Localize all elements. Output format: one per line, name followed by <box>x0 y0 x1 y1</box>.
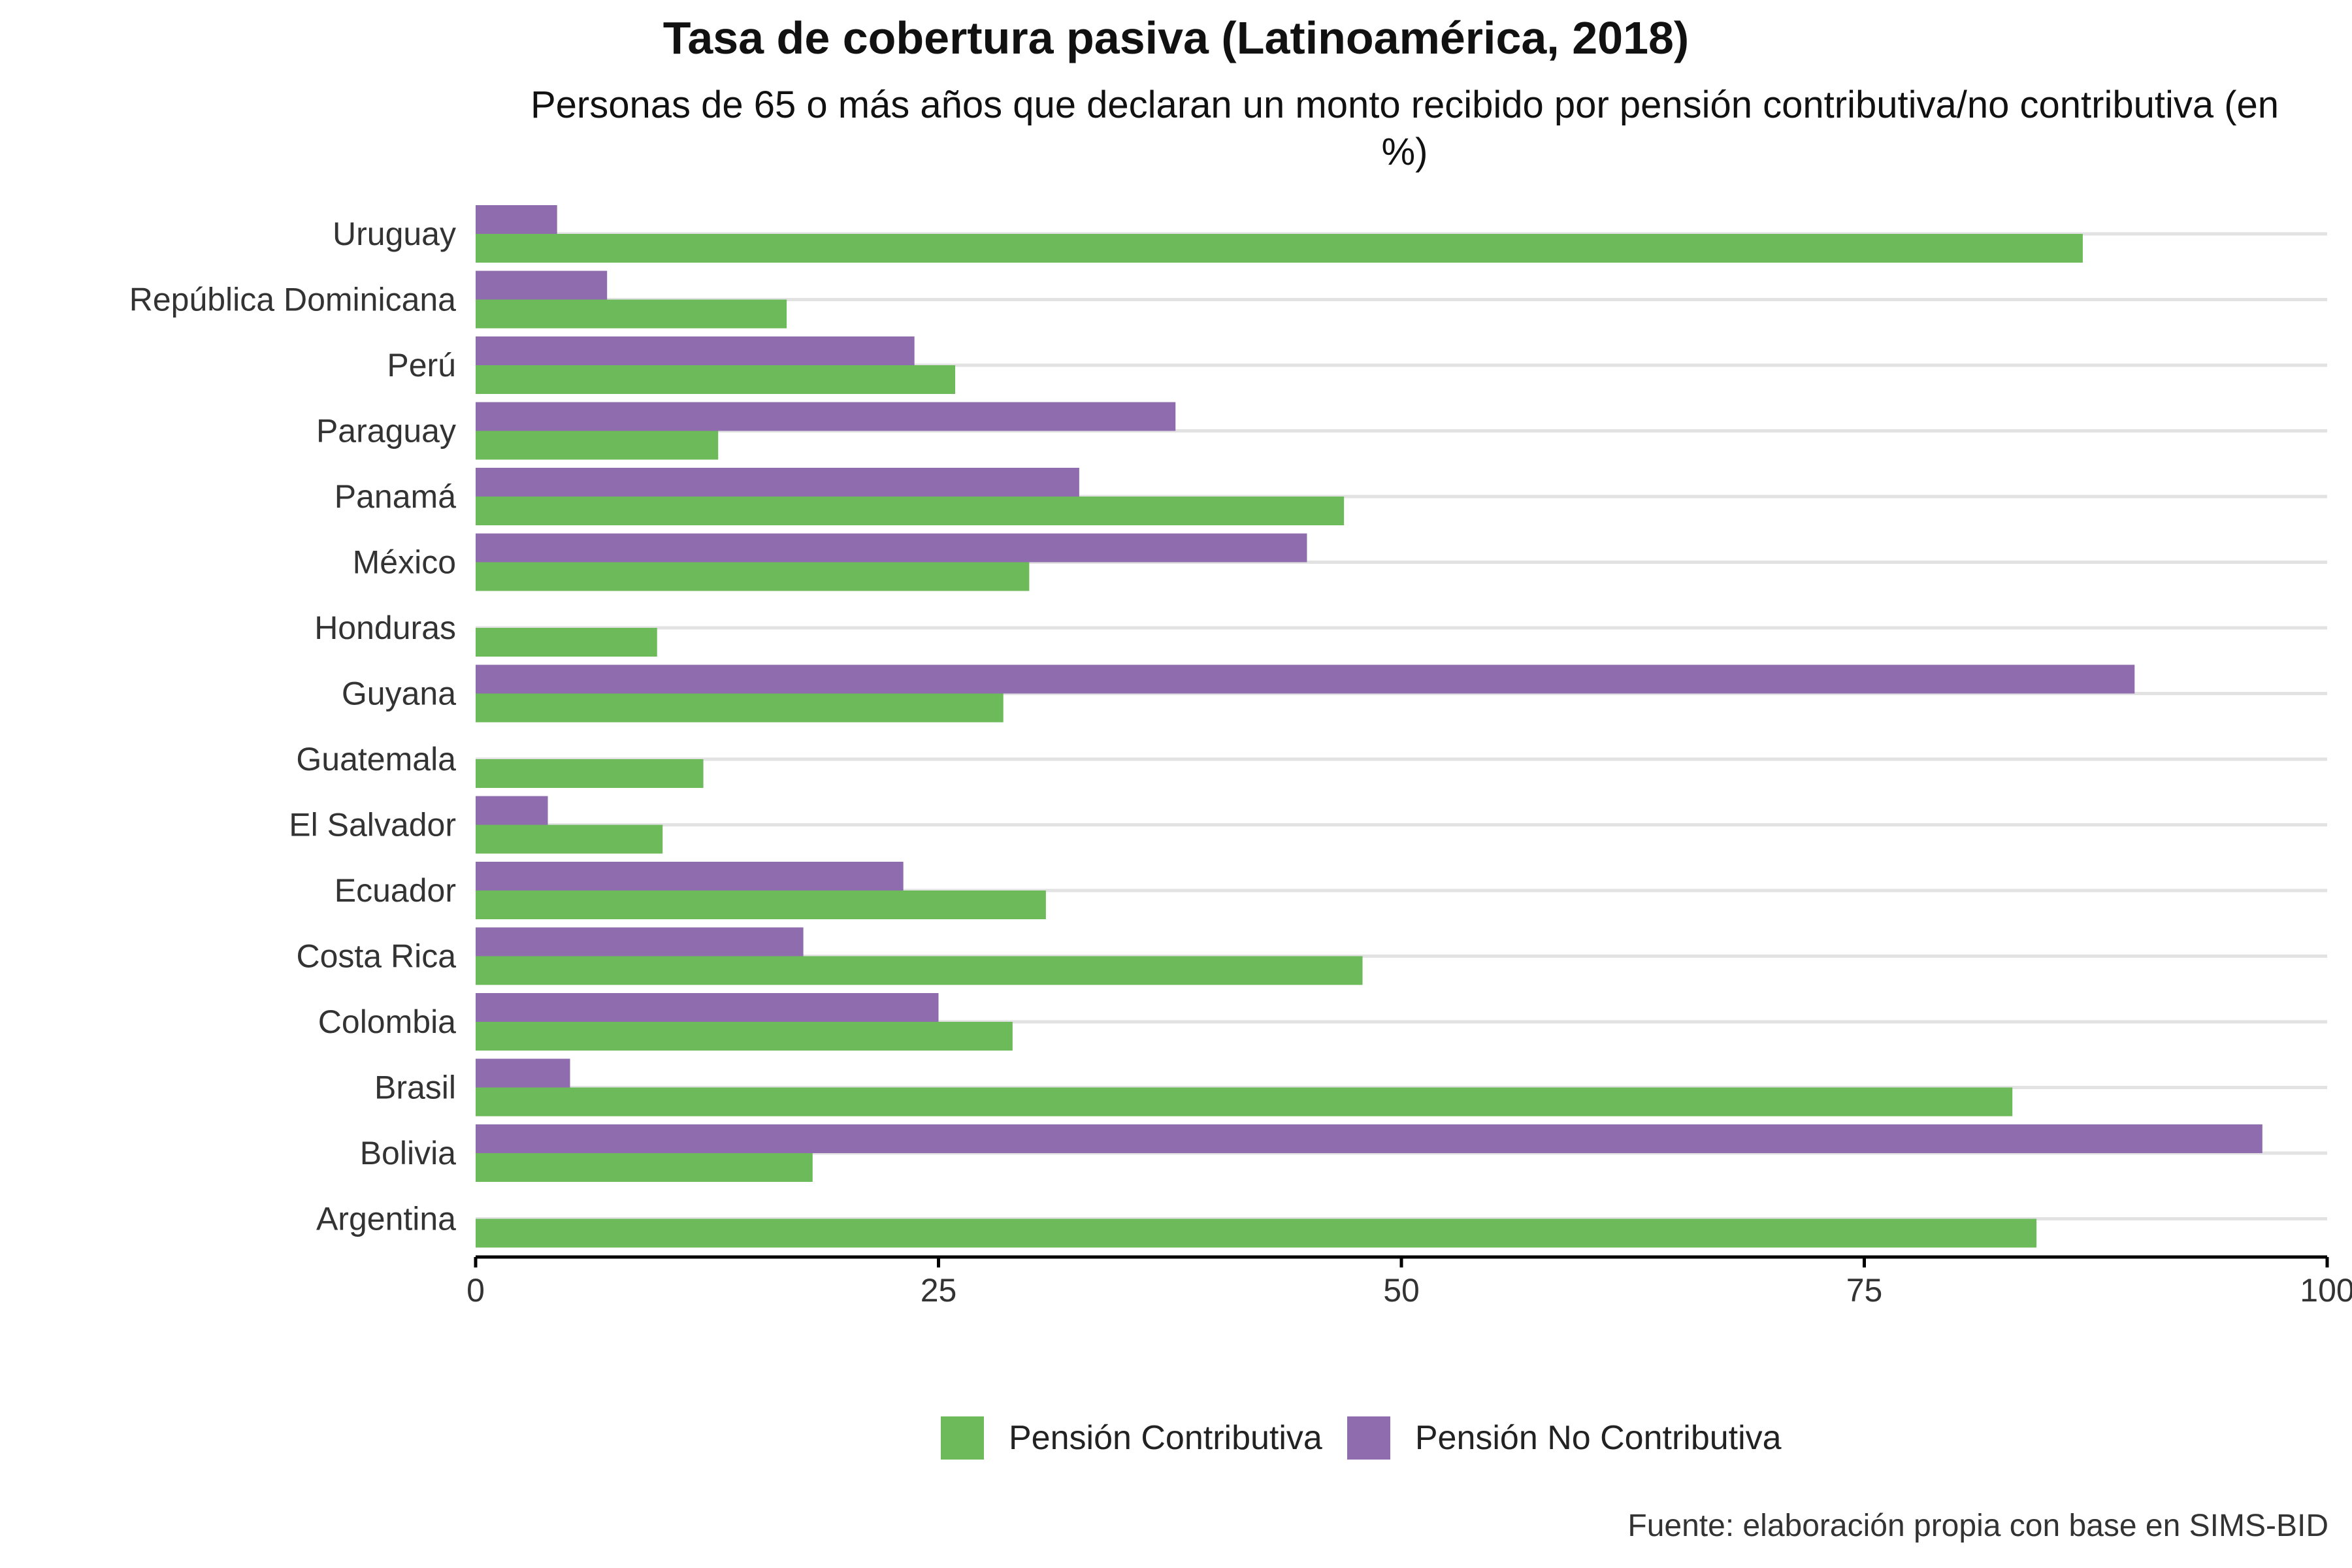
x-tick-label-100: 100 <box>2300 1272 2352 1309</box>
category-label-argentina: Argentina <box>316 1201 456 1237</box>
category-label-guyana: Guyana <box>342 676 456 712</box>
x-tick-label-50: 50 <box>1383 1272 1420 1309</box>
category-label-honduras: Honduras <box>314 610 456 646</box>
bar-no-contributiva-mexico <box>476 533 1307 563</box>
bar-contributiva-ecuador <box>476 890 1046 919</box>
legend-item-no-contributiva: Pensión No Contributiva <box>1347 1416 1782 1460</box>
bar-no-contributiva-el-salvador <box>476 796 548 825</box>
bar-no-contributiva-paraguay <box>476 402 1176 431</box>
category-label-brasil: Brasil <box>374 1070 456 1106</box>
bar-contributiva-peru <box>476 365 956 394</box>
category-labels: Uruguay República Dominicana Perú Paraguay P… <box>129 216 456 1237</box>
x-tick-label-25: 25 <box>921 1272 957 1309</box>
category-label-ecuador: Ecuador <box>335 872 456 909</box>
category-label-panama: Panamá <box>335 478 456 515</box>
bar-no-contributiva-bolivia <box>476 1124 2262 1153</box>
bar-contributiva-panama <box>476 497 1345 525</box>
category-label-peru: Perú <box>387 347 456 384</box>
category-label-costa-rica: Costa Rica <box>296 938 456 975</box>
bars <box>476 205 2262 1248</box>
bar-no-contributiva-ecuador <box>476 862 904 890</box>
legend: Pensión Contributiva Pensión No Contribu… <box>941 1416 1806 1460</box>
bar-contributiva-republica-dominicana <box>476 299 787 329</box>
bar-contributiva-guyana <box>476 693 1004 723</box>
bar-no-contributiva-brasil <box>476 1058 570 1088</box>
x-tick-label-75: 75 <box>1846 1272 1883 1309</box>
bar-no-contributiva-guyana <box>476 664 2135 694</box>
chart-title: Tasa de cobertura pasiva (Latinoamérica,… <box>662 12 1690 63</box>
bar-contributiva-el-salvador <box>476 825 663 854</box>
category-label-guatemala: Guatemala <box>296 741 456 777</box>
bar-contributiva-brasil <box>476 1087 2013 1117</box>
category-label-el-salvador: El Salvador <box>289 807 456 843</box>
bar-contributiva-argentina <box>476 1218 2037 1248</box>
legend-swatch-no-contributiva <box>1347 1416 1390 1460</box>
bar-contributiva-colombia <box>476 1022 1013 1051</box>
bar-no-contributiva-costa-rica <box>476 927 804 956</box>
category-label-republica-dominicana: República Dominicana <box>129 282 456 318</box>
category-label-bolivia: Bolivia <box>360 1135 456 1171</box>
bar-contributiva-guatemala <box>476 759 704 788</box>
bar-contributiva-costa-rica <box>476 956 1363 985</box>
bar-chart: Uruguay República Dominicana Perú Paraguay P… <box>129 205 2352 1309</box>
category-label-mexico: México <box>353 544 456 581</box>
bar-no-contributiva-peru <box>476 336 915 365</box>
bar-no-contributiva-uruguay <box>476 205 557 234</box>
legend-swatch-contributiva <box>941 1416 984 1460</box>
legend-label-no-contributiva: Pensión No Contributiva <box>1414 1419 1782 1457</box>
x-axis: 0 25 50 75 100 <box>466 1255 2352 1309</box>
legend-label-contributiva: Pensión Contributiva <box>1009 1419 1322 1457</box>
chart-caption: Fuente: elaboración propia con base en S… <box>1627 1509 2328 1543</box>
x-tick-label-0: 0 <box>466 1272 485 1309</box>
bar-no-contributiva-republica-dominicana <box>476 270 608 300</box>
bar-contributiva-bolivia <box>476 1153 813 1182</box>
bar-no-contributiva-colombia <box>476 993 939 1022</box>
category-label-paraguay: Paraguay <box>316 413 456 449</box>
bar-contributiva-paraguay <box>476 431 719 460</box>
legend-item-contributiva: Pensión Contributiva <box>941 1416 1322 1460</box>
chart-subtitle: Personas de 65 o más años que declaran u… <box>530 84 2279 173</box>
bar-contributiva-honduras <box>476 628 657 657</box>
category-label-colombia: Colombia <box>318 1004 456 1040</box>
bar-contributiva-uruguay <box>476 234 2083 263</box>
bar-no-contributiva-panama <box>476 468 1079 497</box>
bar-contributiva-mexico <box>476 562 1030 591</box>
category-label-uruguay: Uruguay <box>333 216 456 252</box>
